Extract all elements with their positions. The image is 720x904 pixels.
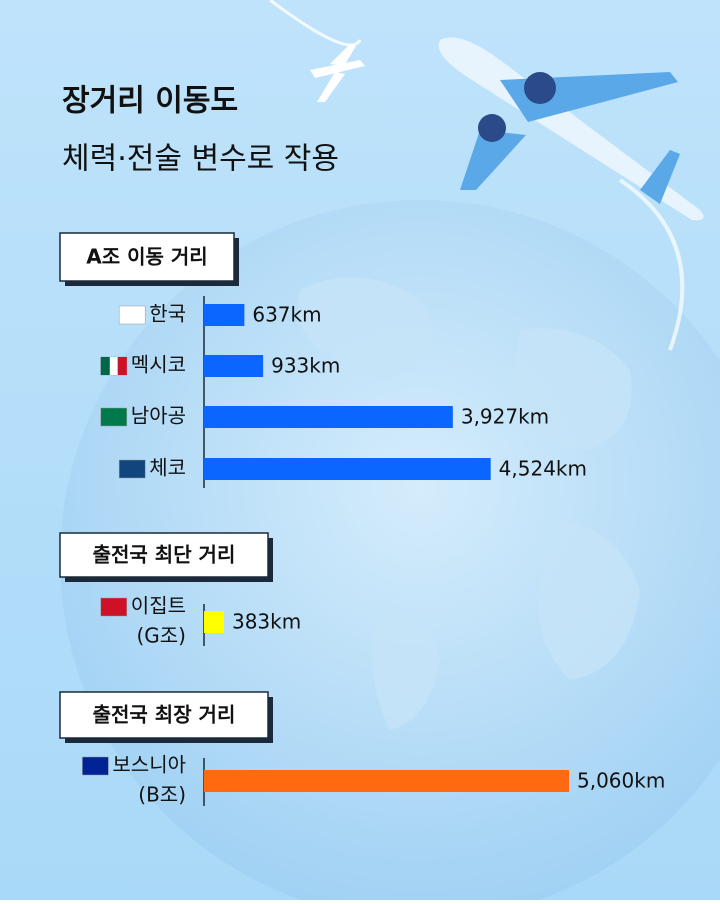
value-label: 933km bbox=[271, 354, 340, 378]
category-label: 보스니아 bbox=[112, 753, 186, 777]
category-label: 남아공 bbox=[131, 404, 186, 428]
continents bbox=[298, 277, 640, 730]
chart-title: A조 이동 거리 bbox=[86, 245, 207, 269]
flag bbox=[117, 357, 127, 375]
title-box bbox=[59, 232, 235, 282]
flag bbox=[118, 305, 146, 325]
category-label: 한국 bbox=[149, 302, 186, 326]
bar bbox=[204, 458, 491, 480]
group-label: (B조) bbox=[138, 783, 186, 807]
headline: 체력·전술 변수로 작용 bbox=[62, 142, 339, 177]
bar bbox=[204, 304, 245, 326]
flag bbox=[82, 756, 109, 776]
bar bbox=[204, 611, 224, 633]
airplane bbox=[438, 37, 704, 221]
value-label: 383km bbox=[232, 610, 301, 634]
title-box bbox=[59, 532, 269, 578]
headline: 장거리 이동도 bbox=[62, 84, 238, 119]
flag bbox=[100, 597, 128, 617]
category-label: 멕시코 bbox=[131, 353, 186, 377]
bar bbox=[204, 406, 453, 428]
flag bbox=[100, 357, 110, 375]
contrail bbox=[618, 178, 685, 351]
value-label: 4,524km bbox=[499, 457, 587, 481]
value-label: 5,060km bbox=[577, 769, 665, 793]
value-label: 637km bbox=[252, 303, 321, 327]
value-label: 3,927km bbox=[461, 405, 549, 429]
bar bbox=[204, 355, 264, 377]
flag bbox=[109, 357, 118, 375]
chart-title: 출전국 최단 거리 bbox=[93, 543, 236, 567]
category-label: 체코 bbox=[149, 456, 186, 480]
flag bbox=[100, 407, 128, 427]
small-plane bbox=[310, 44, 365, 102]
flag bbox=[118, 459, 146, 479]
chart-title: 출전국 최장 거리 bbox=[93, 703, 236, 727]
contrail bbox=[269, 0, 362, 47]
title-box bbox=[59, 691, 269, 739]
group-label: (G조) bbox=[136, 624, 186, 648]
category-label: 이집트 bbox=[131, 594, 186, 618]
bar bbox=[204, 770, 569, 792]
